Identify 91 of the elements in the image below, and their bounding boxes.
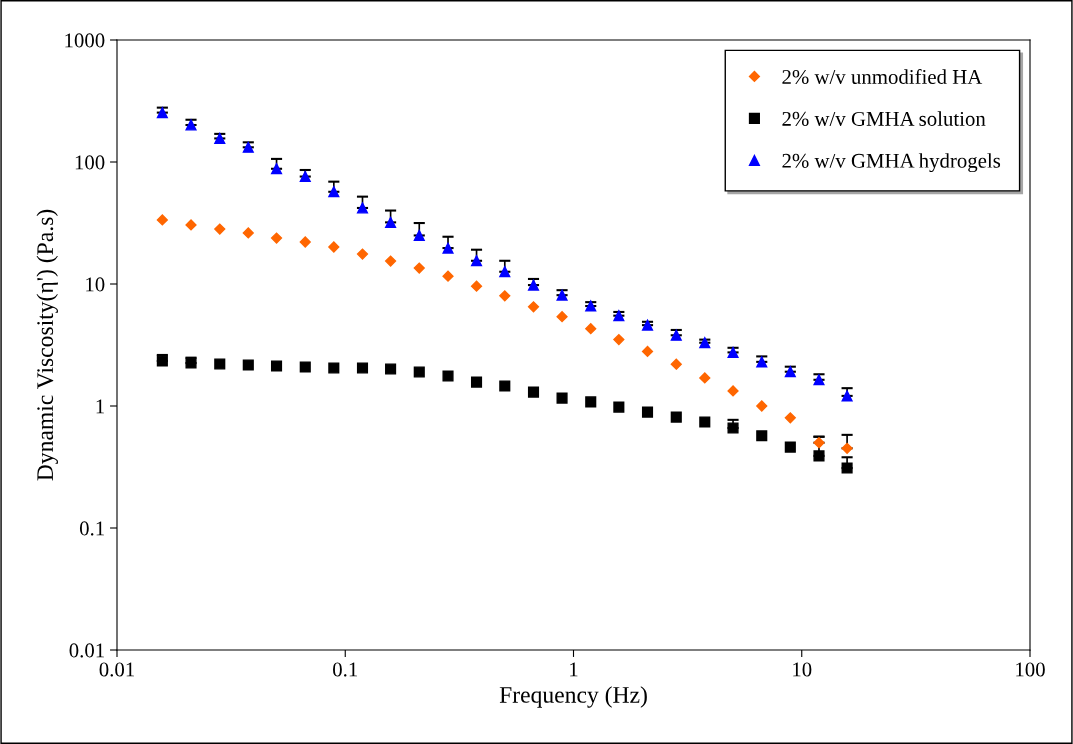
point [756, 430, 768, 442]
legend-label: 2% w/v unmodified HA [782, 69, 983, 85]
x-axis-title: Frequency (Hz) [499, 686, 647, 708]
point [214, 132, 226, 144]
point [270, 163, 283, 175]
y-tick-label: 1000 [65, 33, 105, 48]
point [214, 223, 226, 235]
point [270, 360, 283, 372]
point [527, 301, 540, 313]
point [727, 385, 739, 397]
point [613, 401, 625, 413]
point [242, 359, 254, 371]
point [756, 400, 768, 412]
point [641, 345, 654, 358]
point [185, 119, 197, 131]
y-tick-label: 1 [96, 399, 104, 414]
point [214, 358, 226, 370]
point [641, 319, 654, 331]
point [841, 390, 853, 402]
point [242, 227, 254, 239]
point [670, 329, 682, 341]
y-tick-label: 0.1 [79, 521, 104, 536]
point [699, 337, 711, 349]
x-tick-label: 1 [570, 662, 578, 677]
point [328, 186, 340, 198]
point [242, 141, 254, 153]
point [499, 380, 511, 392]
point [156, 107, 168, 119]
point [813, 437, 825, 449]
point [699, 416, 711, 428]
point [356, 202, 369, 214]
point [670, 411, 682, 423]
point [841, 462, 853, 474]
point [499, 290, 511, 302]
point [442, 242, 454, 254]
point [556, 311, 568, 323]
point [470, 280, 483, 292]
point [156, 355, 168, 367]
point [527, 279, 540, 291]
point [299, 361, 311, 373]
point [185, 357, 197, 369]
point [385, 363, 397, 375]
point [556, 289, 568, 301]
point [784, 441, 796, 453]
point [699, 372, 711, 384]
point [442, 270, 454, 282]
point [470, 376, 483, 388]
point [413, 262, 425, 274]
point [156, 214, 168, 226]
y-tick-label: 0.01 [69, 643, 104, 658]
point [356, 362, 369, 374]
point [613, 334, 625, 346]
point [784, 412, 796, 424]
point [328, 362, 340, 374]
point [299, 170, 311, 183]
point [784, 366, 796, 378]
point [413, 229, 425, 242]
point [727, 346, 739, 358]
point [385, 216, 397, 228]
legend-label: 2% w/v GMHA solution [782, 111, 986, 126]
point [641, 406, 654, 418]
x-tick-label: 0.01 [99, 662, 134, 677]
point [270, 232, 283, 244]
point [556, 392, 568, 404]
point [585, 396, 597, 408]
y-axis-title: Dynamic Viscosity(η') (Pa.s) [36, 209, 58, 481]
legend-label: 2% w/v GMHA hydrogels [782, 153, 1001, 173]
point [527, 386, 540, 398]
y-tick-label: 100 [75, 155, 105, 170]
point [585, 300, 597, 312]
point [185, 219, 197, 231]
point [756, 356, 768, 368]
point [356, 248, 369, 260]
point [328, 241, 340, 253]
point [613, 310, 625, 322]
point [727, 422, 739, 434]
x-tick-label: 0.1 [333, 662, 358, 677]
point [813, 450, 825, 462]
y-tick-label: 10 [86, 277, 105, 292]
point [442, 370, 454, 382]
point [841, 442, 853, 454]
x-tick-label: 10 [793, 662, 812, 677]
point [670, 358, 682, 370]
point [813, 374, 825, 386]
point [413, 366, 425, 378]
point [299, 236, 311, 248]
point [585, 323, 597, 335]
x-tick-label: 100 [1016, 662, 1045, 677]
point [470, 255, 483, 267]
point [499, 266, 511, 278]
point [384, 255, 397, 267]
